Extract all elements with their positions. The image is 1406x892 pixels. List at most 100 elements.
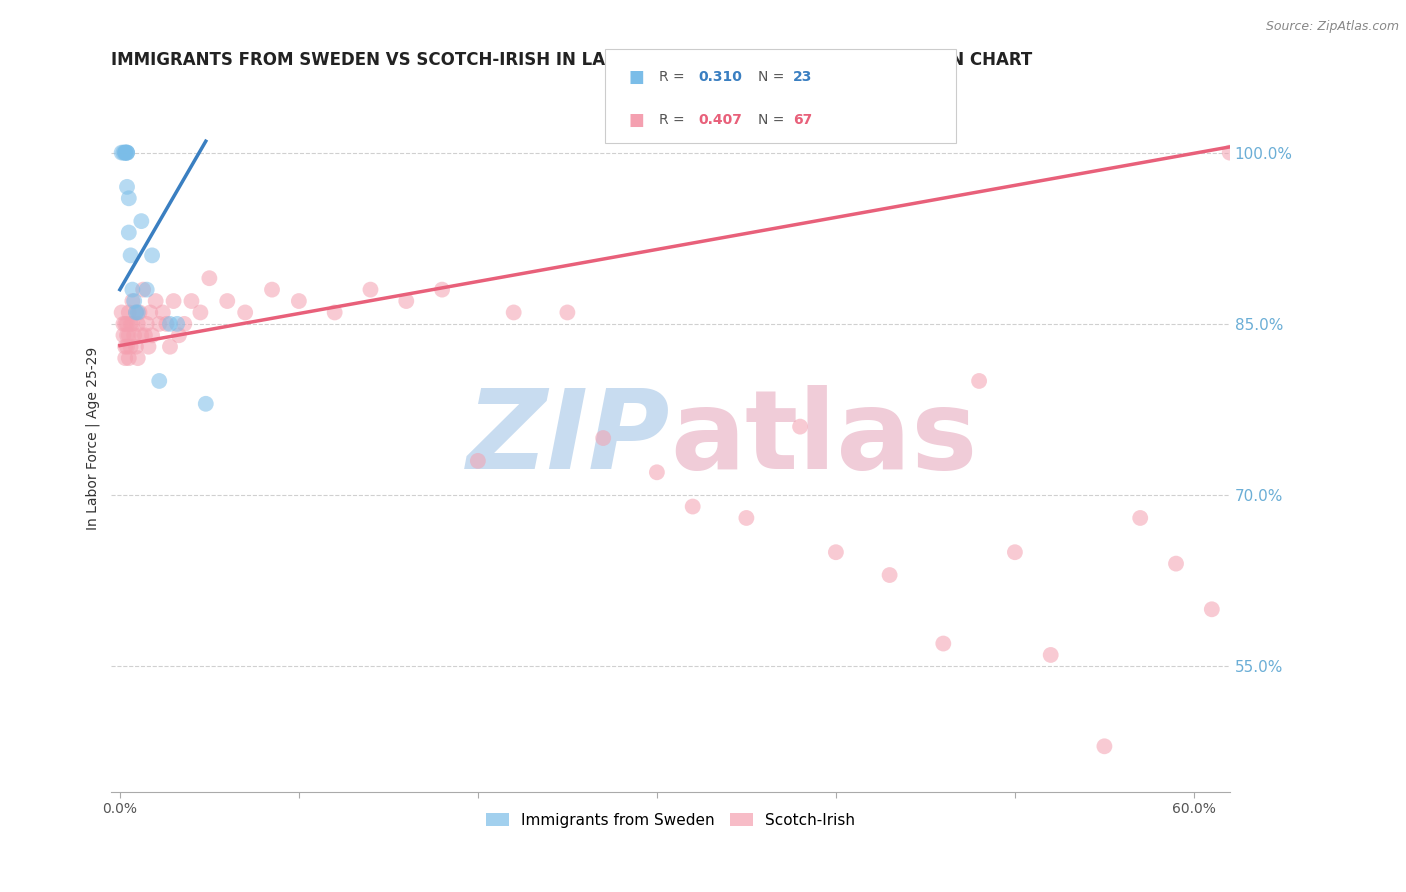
Point <box>115 145 138 160</box>
Point <box>118 191 141 205</box>
Text: ■: ■ <box>628 69 644 87</box>
Text: 67: 67 <box>793 112 813 127</box>
Point <box>1219 145 1241 160</box>
Point <box>125 305 148 319</box>
Point <box>120 248 142 262</box>
Point <box>173 317 195 331</box>
Point <box>115 340 138 354</box>
Point <box>127 351 149 365</box>
Point <box>789 419 811 434</box>
Point <box>121 317 143 331</box>
Point <box>135 283 157 297</box>
Point <box>112 317 135 331</box>
Point <box>190 305 212 319</box>
Text: R =: R = <box>659 70 689 84</box>
Text: N =: N = <box>758 112 789 127</box>
Point <box>118 226 141 240</box>
Point <box>111 145 134 160</box>
Point <box>141 248 163 262</box>
Text: 0.310: 0.310 <box>699 70 742 84</box>
Point <box>159 340 181 354</box>
Point <box>1039 648 1062 662</box>
Point <box>167 328 190 343</box>
Point <box>125 305 148 319</box>
Point <box>152 305 174 319</box>
Point <box>155 317 177 331</box>
Point <box>115 145 138 160</box>
Point <box>967 374 990 388</box>
Point <box>430 283 453 297</box>
Point <box>114 145 136 160</box>
Y-axis label: In Labor Force | Age 25-29: In Labor Force | Age 25-29 <box>86 346 100 530</box>
Point <box>395 293 418 308</box>
Point <box>735 511 758 525</box>
Point <box>323 305 346 319</box>
Point <box>148 374 170 388</box>
Point <box>194 397 217 411</box>
Point <box>112 328 135 343</box>
Point <box>118 328 141 343</box>
Point <box>122 328 145 343</box>
Legend: Immigrants from Sweden, Scotch-Irish: Immigrants from Sweden, Scotch-Irish <box>479 806 860 834</box>
Point <box>135 317 157 331</box>
Point <box>118 305 141 319</box>
Point <box>879 568 901 582</box>
Point <box>128 305 150 319</box>
Point <box>121 293 143 308</box>
Text: N =: N = <box>758 70 789 84</box>
Point <box>145 293 167 308</box>
Point <box>233 305 256 319</box>
Point <box>359 283 381 297</box>
Point <box>114 340 136 354</box>
Point <box>115 328 138 343</box>
Point <box>1092 739 1115 754</box>
Point <box>121 283 143 297</box>
Point <box>148 317 170 331</box>
Point <box>162 293 184 308</box>
Point <box>288 293 311 308</box>
Text: ZIP: ZIP <box>467 384 671 491</box>
Point <box>112 145 135 160</box>
Point <box>131 214 153 228</box>
Text: 23: 23 <box>793 70 813 84</box>
Point <box>1129 511 1152 525</box>
Text: ■: ■ <box>628 111 644 128</box>
Point <box>132 283 155 297</box>
Point <box>159 317 181 331</box>
Point <box>111 305 134 319</box>
Point <box>115 317 138 331</box>
Point <box>932 636 955 650</box>
Text: 0.407: 0.407 <box>699 112 742 127</box>
Point <box>217 293 239 308</box>
Point <box>138 340 160 354</box>
Point <box>120 317 142 331</box>
Point <box>825 545 848 559</box>
Point <box>114 317 136 331</box>
Point <box>125 340 148 354</box>
Text: R =: R = <box>659 112 689 127</box>
Point <box>127 305 149 319</box>
Point <box>682 500 704 514</box>
Point <box>118 351 141 365</box>
Point <box>139 305 162 319</box>
Point <box>1004 545 1026 559</box>
Point <box>114 351 136 365</box>
Point <box>122 293 145 308</box>
Point <box>141 328 163 343</box>
Point <box>198 271 221 285</box>
Point <box>134 328 156 343</box>
Point <box>115 180 138 194</box>
Point <box>180 293 202 308</box>
Point <box>502 305 524 319</box>
Text: IMMIGRANTS FROM SWEDEN VS SCOTCH-IRISH IN LABOR FORCE | AGE 25-29 CORRELATION CH: IMMIGRANTS FROM SWEDEN VS SCOTCH-IRISH I… <box>111 51 1032 69</box>
Text: Source: ZipAtlas.com: Source: ZipAtlas.com <box>1265 20 1399 33</box>
Point <box>645 465 668 479</box>
Point <box>1164 557 1187 571</box>
Text: atlas: atlas <box>671 384 977 491</box>
Point <box>131 328 153 343</box>
Point <box>260 283 283 297</box>
Point <box>592 431 614 445</box>
Point <box>120 340 142 354</box>
Point <box>115 145 138 160</box>
Point <box>467 454 489 468</box>
